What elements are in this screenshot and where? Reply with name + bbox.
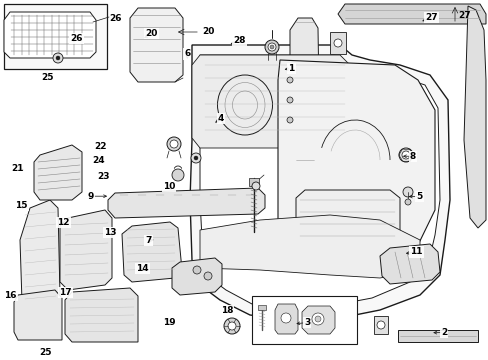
Text: 20: 20 — [202, 27, 214, 36]
Polygon shape — [289, 18, 319, 170]
Text: 15: 15 — [15, 201, 28, 210]
Text: 24: 24 — [92, 156, 105, 165]
Text: 16: 16 — [4, 291, 17, 300]
Circle shape — [224, 318, 240, 334]
Polygon shape — [14, 290, 62, 340]
Text: 3: 3 — [304, 318, 309, 327]
Polygon shape — [130, 8, 183, 82]
Polygon shape — [34, 145, 82, 200]
Polygon shape — [60, 210, 112, 290]
Text: 12: 12 — [57, 218, 70, 227]
Bar — [4, 4, 107, 69]
Polygon shape — [190, 45, 449, 320]
Polygon shape — [295, 190, 399, 248]
Text: 6: 6 — [184, 49, 190, 58]
Circle shape — [167, 137, 181, 151]
Text: 8: 8 — [409, 152, 415, 161]
Polygon shape — [379, 244, 439, 284]
Text: 27: 27 — [424, 13, 437, 22]
Polygon shape — [274, 304, 297, 334]
Polygon shape — [20, 200, 60, 310]
Circle shape — [402, 187, 412, 197]
Polygon shape — [122, 222, 182, 282]
Circle shape — [286, 77, 292, 83]
Circle shape — [286, 117, 292, 123]
Polygon shape — [200, 55, 439, 308]
Text: 25: 25 — [39, 348, 52, 357]
Circle shape — [333, 39, 341, 47]
Circle shape — [398, 148, 412, 162]
Circle shape — [269, 45, 273, 49]
Polygon shape — [4, 12, 96, 58]
Text: 28: 28 — [233, 36, 245, 45]
Bar — [397, 330, 477, 342]
Text: 4: 4 — [217, 114, 224, 123]
Polygon shape — [172, 258, 222, 295]
Circle shape — [251, 182, 260, 190]
Circle shape — [227, 322, 236, 330]
Circle shape — [56, 56, 60, 60]
Polygon shape — [302, 306, 334, 334]
Text: 26: 26 — [70, 34, 82, 43]
Polygon shape — [337, 4, 485, 24]
Polygon shape — [463, 6, 485, 228]
Text: 9: 9 — [87, 192, 94, 201]
Polygon shape — [278, 60, 434, 265]
Text: 10: 10 — [163, 182, 175, 191]
Circle shape — [404, 199, 410, 205]
Bar — [248, 178, 259, 186]
Circle shape — [172, 169, 183, 181]
Bar — [258, 305, 265, 310]
Text: 19: 19 — [163, 318, 175, 327]
Bar — [251, 296, 356, 344]
Circle shape — [401, 151, 409, 159]
Circle shape — [267, 43, 275, 51]
Text: 11: 11 — [409, 247, 422, 256]
Bar — [329, 32, 346, 54]
Circle shape — [314, 316, 320, 322]
Circle shape — [53, 53, 63, 63]
Text: 18: 18 — [220, 306, 233, 315]
Text: 22: 22 — [94, 141, 107, 150]
Text: 1: 1 — [288, 64, 294, 73]
Circle shape — [193, 266, 201, 274]
Bar — [373, 316, 387, 334]
Circle shape — [376, 321, 384, 329]
Text: 7: 7 — [145, 236, 152, 245]
Polygon shape — [108, 188, 264, 218]
Circle shape — [194, 156, 198, 160]
Text: 5: 5 — [416, 192, 422, 201]
Text: 27: 27 — [457, 10, 469, 19]
Circle shape — [311, 313, 324, 325]
Text: 13: 13 — [103, 228, 116, 237]
Circle shape — [191, 153, 201, 163]
Polygon shape — [192, 55, 349, 148]
Circle shape — [286, 97, 292, 103]
Text: 2: 2 — [440, 328, 446, 337]
Circle shape — [264, 40, 279, 54]
Text: 21: 21 — [11, 164, 24, 173]
Polygon shape — [65, 288, 138, 342]
Polygon shape — [200, 215, 419, 278]
Text: 14: 14 — [136, 264, 149, 273]
Text: 25: 25 — [41, 73, 54, 82]
Text: 23: 23 — [97, 172, 110, 181]
Text: 26: 26 — [109, 14, 121, 23]
Circle shape — [170, 140, 178, 148]
Circle shape — [281, 313, 290, 323]
Text: 17: 17 — [59, 288, 72, 297]
Circle shape — [203, 272, 212, 280]
Text: 20: 20 — [145, 29, 158, 37]
